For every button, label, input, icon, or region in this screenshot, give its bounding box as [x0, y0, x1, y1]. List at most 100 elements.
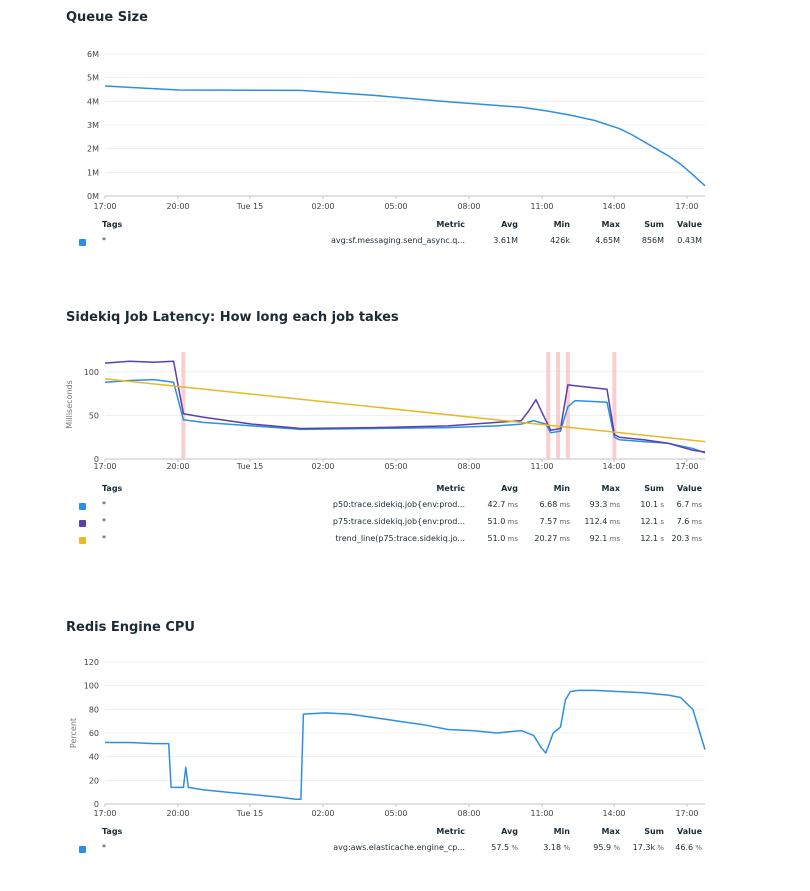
cell-unit: % [611, 844, 620, 852]
y-tick-label: 80 [89, 705, 99, 714]
cell-value: 6.68 [539, 500, 558, 509]
cell-metric: p50:trace.sidekiq.job{env:prod... [300, 500, 465, 509]
header-min[interactable]: Min [553, 484, 570, 493]
header-min[interactable]: Min [553, 827, 570, 836]
x-tick-label: Tue 15 [236, 202, 263, 211]
cell-unit: ms [505, 518, 518, 526]
cell-value: 20.27 [534, 534, 558, 543]
panel-title: Redis Engine CPU [66, 620, 195, 635]
cell-value: p50:trace.sidekiq.job{env:prod... [332, 500, 465, 509]
x-tick-label: 05:00 [384, 809, 407, 818]
x-tick-label: 05:00 [384, 462, 407, 471]
cell-value: 57.5 [491, 843, 510, 852]
x-tick-label: 11:00 [530, 462, 553, 471]
legend-row[interactable]: * p50:trace.sidekiq.job{env:prod... 42.7 m… [0, 500, 810, 514]
legend-row[interactable]: * p75:trace.sidekiq.job{env:prod... 51.0 m… [0, 517, 810, 531]
cell-value: * [102, 500, 106, 509]
cell-tags: * [102, 517, 222, 526]
queue-size-panel: Queue Size [0, 0, 810, 270]
cell-value: 12.1 [640, 534, 659, 543]
header-tags[interactable]: Tags [102, 827, 123, 836]
legend-header: Tags Metric Avg Min Max Sum Value [0, 484, 810, 498]
cell-avg: 51.0 ms [470, 517, 518, 526]
cell-max: 95.9 % [572, 843, 620, 852]
x-tick-label: Tue 15 [236, 809, 263, 818]
cell-value: * [102, 517, 106, 526]
cell-value: 0.43M [677, 236, 702, 245]
x-tick-label: 08:00 [457, 809, 480, 818]
queue-size-chart[interactable]: 0M 1M 2M 3M 4M 5M 6M 17:00 20:00 Tue 15 02:00 05:00… [0, 0, 810, 215]
header-max[interactable]: Max [601, 220, 620, 229]
series-color-swatch [79, 537, 86, 544]
x-tick-label: 02:00 [311, 462, 334, 471]
cell-unit: ms [607, 518, 620, 526]
cell-value: p75:trace.sidekiq.job{env:prod... [332, 517, 465, 526]
cell-value: 92.1 [589, 534, 608, 543]
y-tick-label: 2M [87, 145, 99, 154]
x-tick-label: Tue 15 [236, 462, 263, 471]
header-value[interactable]: Value [676, 220, 702, 229]
cell-unit: ms [557, 518, 570, 526]
cell-value: avg:aws.elasticache.engine_cp... [333, 843, 465, 852]
cell-value: 426k [550, 236, 570, 245]
header-avg[interactable]: Avg [501, 827, 518, 836]
cell-metric: avg:sf.messaging.send_async.q... [300, 236, 465, 245]
cell-min: 6.68 ms [522, 500, 570, 509]
header-tags[interactable]: Tags [102, 484, 123, 493]
cell-unit: ms [689, 501, 702, 509]
y-tick-label: 40 [89, 753, 99, 762]
y-tick-label: 3M [87, 121, 99, 130]
header-metric[interactable]: Metric [436, 220, 465, 229]
x-tick-label: 05:00 [384, 202, 407, 211]
x-tick-label: 11:00 [530, 202, 553, 211]
series-color-swatch [79, 520, 86, 527]
header-value[interactable]: Value [676, 827, 702, 836]
cell-value: trend_line(p75:trace.sidekiq.jo... [335, 534, 466, 543]
cell-unit: % [693, 844, 702, 852]
y-axis-label: Percent [69, 718, 78, 748]
header-max[interactable]: Max [601, 484, 620, 493]
series-line-0 [105, 689, 706, 801]
redis-cpu-chart[interactable]: 0 20 40 60 80 100 120 17:00 20:00 Tue 15 02:00 05:0… [0, 0, 810, 825]
x-tick-label: 08:00 [457, 462, 480, 471]
cell-min: 426k [522, 236, 570, 245]
y-tick-label: 0 [94, 455, 99, 464]
header-min[interactable]: Min [553, 220, 570, 229]
cell-metric: trend_line(p75:trace.sidekiq.jo... [300, 534, 466, 543]
legend-row[interactable]: * avg:sf.messaging.send_async.q... 3.61M 42… [0, 236, 810, 250]
x-tick-label: 20:00 [166, 202, 189, 211]
cell-unit: % [561, 844, 570, 852]
header-max[interactable]: Max [601, 827, 620, 836]
header-avg[interactable]: Avg [501, 220, 518, 229]
panel-title: Queue Size [66, 10, 148, 25]
cell-unit: ms [557, 535, 570, 543]
series-line-2 [104, 378, 706, 443]
header-value[interactable]: Value [676, 484, 702, 493]
cell-min: 3.18 % [522, 843, 570, 852]
x-tick-label: 11:00 [530, 809, 553, 818]
legend-row[interactable]: * avg:aws.elasticache.engine_cp... 57.5 % 3… [0, 843, 810, 857]
cell-metric: avg:aws.elasticache.engine_cp... [300, 843, 465, 852]
cell-value: 51.0 [487, 534, 506, 543]
sidekiq-latency-chart[interactable]: 0 50 100 17:00 20:00 Tue 15 02:00 05:00 08:00 11:… [0, 0, 810, 480]
header-sum[interactable]: Sum [644, 827, 664, 836]
cell-max: 4.65M [572, 236, 620, 245]
cell-value: avg:sf.messaging.send_async.q... [330, 236, 465, 245]
x-tick-label: 17:00 [93, 809, 116, 818]
y-tick-label: 0M [87, 192, 99, 201]
x-tick-label: 14:00 [602, 809, 625, 818]
header-metric[interactable]: Metric [436, 827, 465, 836]
header-sum[interactable]: Sum [644, 220, 664, 229]
cell-tags: * [102, 500, 222, 509]
cell-tags: * [102, 843, 222, 852]
cell-unit: % [509, 844, 518, 852]
header-avg[interactable]: Avg [501, 484, 518, 493]
x-tick-label: 17:00 [93, 202, 116, 211]
cell-unit: ms [557, 501, 570, 509]
header-sum[interactable]: Sum [644, 484, 664, 493]
cell-avg: 51.0 ms [470, 534, 518, 543]
header-tags[interactable]: Tags [102, 220, 123, 229]
cell-sum: 856M [622, 236, 664, 245]
legend-row[interactable]: * trend_line(p75:trace.sidekiq.jo... 51.0 … [0, 534, 810, 548]
header-metric[interactable]: Metric [436, 484, 465, 493]
